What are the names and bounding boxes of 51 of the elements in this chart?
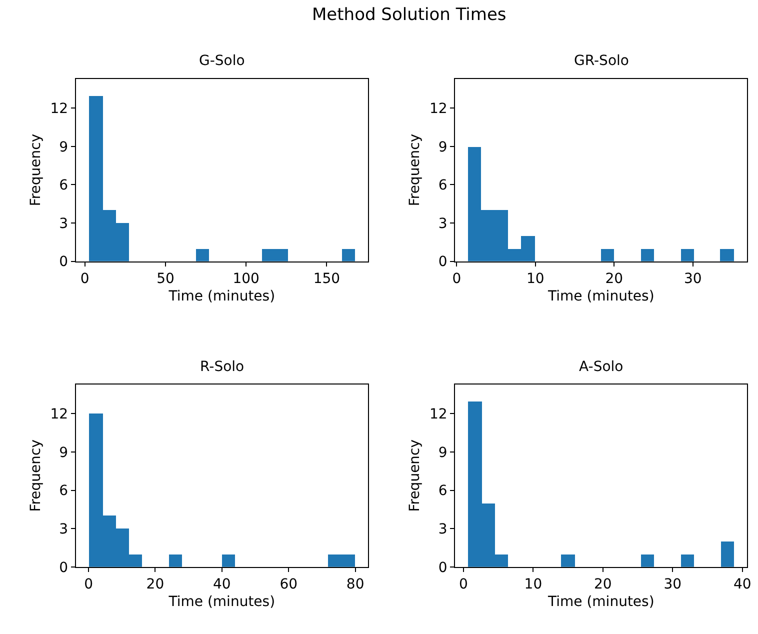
y-tick-label: 6: [438, 178, 448, 194]
y-tick-label: 0: [59, 254, 68, 270]
x-tick-label: 60: [280, 576, 298, 593]
x-tick-label: 0: [84, 576, 93, 593]
y-tick-label: 0: [438, 254, 448, 270]
x-axis-title: Time (minutes): [547, 594, 654, 610]
chart-title: R-Solo: [200, 359, 244, 375]
x-axis-title: Time (minutes): [168, 288, 276, 304]
chart-title: GR-Solo: [574, 53, 629, 69]
y-tick-label: 12: [429, 101, 448, 117]
x-tick-label: 150: [313, 271, 340, 288]
x-tick-label: 30: [684, 271, 702, 288]
y-tick-label: 9: [438, 139, 448, 156]
x-tick-label: 20: [146, 576, 164, 593]
y-tick-label: 9: [59, 444, 68, 461]
x-tick-label: 0: [80, 271, 90, 288]
x-tick-label: 80: [346, 576, 364, 593]
y-axis-title: Frequency: [407, 134, 424, 206]
chart-title: A-Solo: [579, 359, 624, 375]
y-tick-label: 3: [438, 521, 448, 538]
chart-title: G-Solo: [199, 53, 245, 69]
y-tick-label: 3: [59, 216, 68, 232]
y-tick-label: 3: [438, 216, 448, 232]
x-tick-label: 30: [664, 576, 682, 593]
x-tick-label: 10: [526, 271, 544, 288]
y-tick-label: 0: [438, 560, 448, 576]
y-tick-label: 9: [438, 444, 448, 461]
x-axis-title: Time (minutes): [547, 288, 654, 304]
x-tick-label: 40: [733, 576, 752, 593]
y-tick-label: 9: [59, 139, 68, 156]
x-tick-label: 20: [594, 576, 612, 593]
x-tick-label: 50: [156, 271, 174, 288]
y-tick-label: 6: [59, 483, 68, 500]
text: Method Solution Times: [312, 5, 506, 25]
x-tick-label: 20: [605, 271, 624, 288]
x-tick-label: 10: [524, 576, 542, 593]
y-tick-label: 12: [50, 406, 68, 423]
y-axis-title: Frequency: [28, 134, 44, 206]
y-tick-label: 12: [50, 101, 68, 117]
y-axis-title: Frequency: [407, 439, 424, 512]
x-tick-label: 100: [232, 271, 260, 288]
y-tick-label: 6: [59, 178, 68, 194]
y-tick-label: 12: [429, 406, 448, 423]
y-tick-label: 3: [59, 521, 68, 538]
y-tick-label: 0: [59, 560, 68, 576]
y-tick-label: 6: [438, 483, 448, 500]
x-axis-title: Time (minutes): [168, 594, 276, 610]
x-tick-label: 0: [452, 271, 462, 288]
x-tick-label: 0: [459, 576, 468, 593]
y-axis-title: Frequency: [28, 439, 44, 512]
x-tick-label: 40: [213, 576, 231, 593]
